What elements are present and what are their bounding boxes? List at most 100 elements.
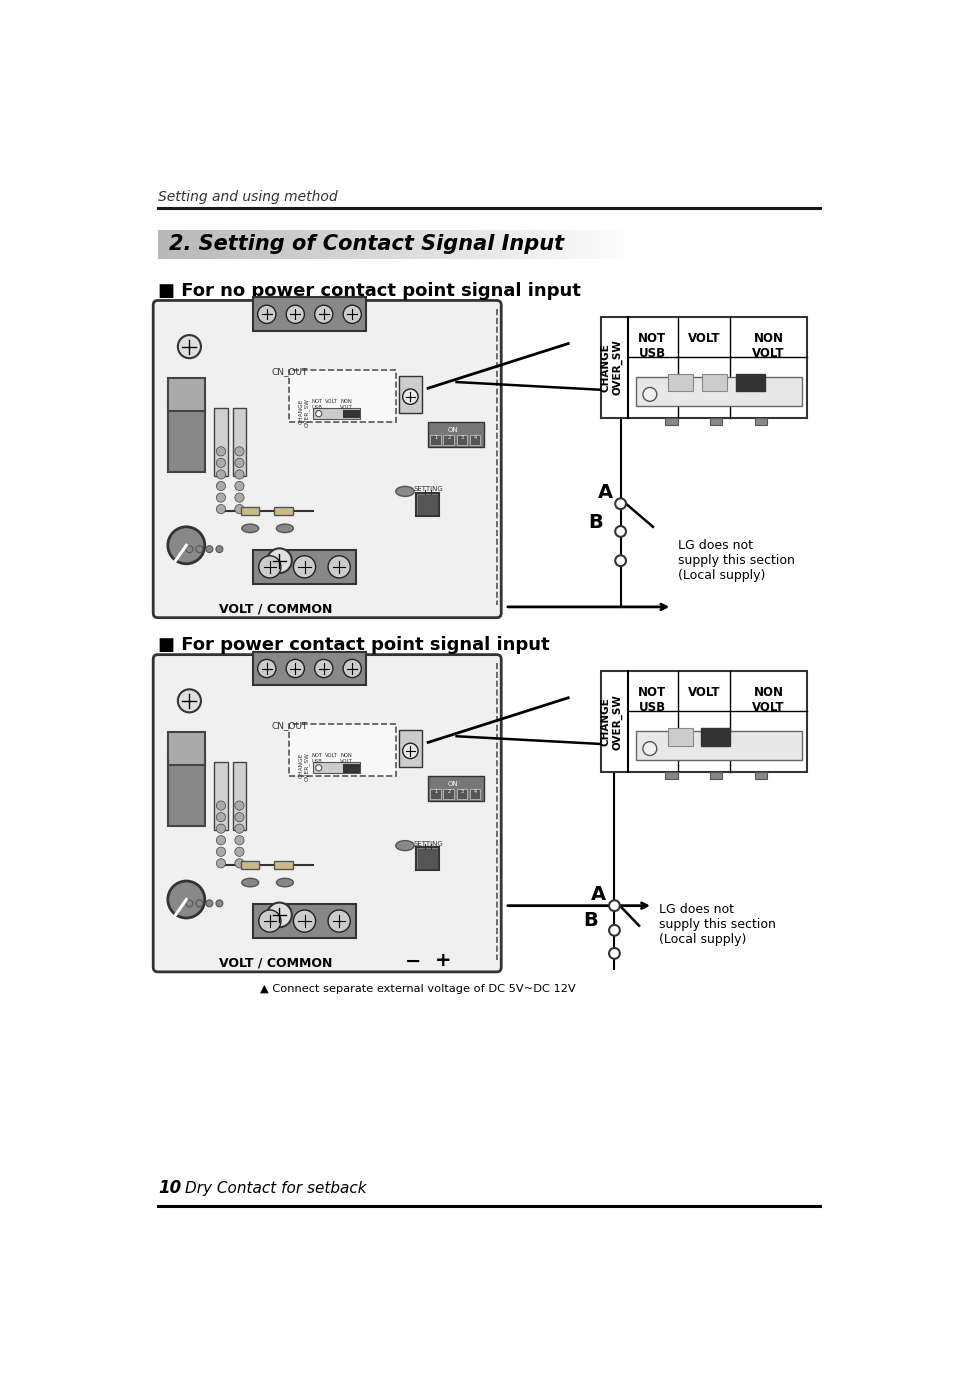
Bar — [290, 230, 294, 259]
Bar — [343, 764, 358, 771]
Bar — [241, 861, 259, 868]
Bar — [251, 230, 255, 259]
Text: 10: 10 — [157, 1179, 181, 1197]
Circle shape — [234, 470, 244, 479]
Bar — [212, 230, 216, 259]
Bar — [266, 230, 271, 259]
Bar — [430, 435, 440, 445]
Bar — [239, 230, 244, 259]
Bar — [428, 423, 483, 447]
Text: VOLT / COMMON: VOLT / COMMON — [219, 602, 332, 615]
Text: 2: 2 — [447, 435, 450, 440]
Circle shape — [168, 526, 205, 564]
Circle shape — [186, 546, 193, 553]
Bar — [320, 230, 325, 259]
Bar — [253, 550, 356, 584]
Circle shape — [216, 847, 225, 857]
Bar — [499, 230, 503, 259]
Circle shape — [206, 546, 213, 553]
Circle shape — [642, 742, 656, 756]
Bar — [700, 728, 729, 745]
Text: B: B — [583, 911, 598, 931]
Bar — [343, 410, 358, 417]
Bar — [398, 731, 421, 767]
Text: CHANGE
OVER_SW: CHANGE OVER_SW — [599, 693, 621, 749]
Bar — [469, 435, 480, 445]
Text: ON: ON — [447, 427, 457, 433]
Bar — [668, 374, 692, 391]
Circle shape — [258, 910, 280, 932]
Bar — [258, 230, 263, 259]
Circle shape — [286, 305, 304, 323]
FancyBboxPatch shape — [153, 301, 500, 617]
Circle shape — [234, 801, 244, 811]
Bar — [286, 230, 291, 259]
Bar — [215, 230, 220, 259]
Bar — [395, 230, 399, 259]
Bar — [189, 230, 193, 259]
Text: LG does not
supply this section
(Local supply): LG does not supply this section (Local s… — [677, 539, 794, 582]
Bar — [429, 230, 434, 259]
Circle shape — [402, 743, 417, 759]
Bar — [456, 435, 467, 445]
Bar — [181, 230, 186, 259]
Circle shape — [615, 498, 625, 510]
Circle shape — [315, 410, 321, 417]
Bar — [262, 230, 267, 259]
Circle shape — [234, 858, 244, 868]
Bar — [185, 230, 190, 259]
Text: NOT
USB: NOT USB — [312, 753, 322, 764]
Bar — [495, 230, 499, 259]
Bar — [596, 230, 600, 259]
Bar — [416, 847, 438, 871]
Bar — [569, 230, 574, 259]
Text: 2: 2 — [447, 790, 450, 794]
Bar — [378, 230, 383, 259]
Bar — [449, 230, 454, 259]
Bar — [162, 230, 166, 259]
Text: ■ For power contact point signal input: ■ For power contact point signal input — [157, 636, 549, 654]
Bar — [554, 230, 558, 259]
Bar — [324, 230, 329, 259]
Text: +: + — [435, 952, 452, 970]
Bar — [166, 230, 170, 259]
Circle shape — [314, 305, 333, 323]
Bar — [228, 230, 233, 259]
Bar — [518, 230, 523, 259]
Circle shape — [216, 470, 225, 479]
Text: OVER_SW: OVER_SW — [304, 398, 310, 427]
Bar — [537, 230, 542, 259]
Bar — [177, 230, 182, 259]
Text: NON
VOLT: NON VOLT — [751, 332, 784, 360]
Bar — [289, 370, 395, 423]
Bar — [391, 230, 395, 259]
Bar — [430, 790, 440, 799]
Circle shape — [234, 447, 244, 456]
Bar — [348, 230, 353, 259]
Bar — [157, 230, 162, 259]
Text: LG does not
supply this section
(Local supply): LG does not supply this section (Local s… — [659, 903, 775, 946]
Bar — [507, 230, 512, 259]
Text: −: − — [404, 952, 420, 970]
Bar — [479, 230, 484, 259]
Circle shape — [234, 493, 244, 503]
Text: SETTING: SETTING — [413, 840, 442, 847]
Bar — [243, 230, 248, 259]
Bar — [433, 230, 437, 259]
Bar — [170, 230, 174, 259]
Circle shape — [328, 910, 350, 932]
Circle shape — [608, 925, 619, 935]
Bar — [664, 773, 677, 780]
Bar — [584, 230, 589, 259]
Bar — [736, 374, 764, 391]
Circle shape — [608, 900, 619, 911]
Bar — [254, 230, 259, 259]
Text: CHANGE: CHANGE — [298, 398, 303, 424]
Bar — [313, 409, 360, 419]
Text: NON
VOLT: NON VOLT — [751, 686, 784, 714]
Text: 4: 4 — [473, 435, 476, 440]
Circle shape — [608, 948, 619, 959]
Bar — [526, 230, 531, 259]
Bar — [278, 230, 282, 259]
Text: 2. Setting of Contact Signal Input: 2. Setting of Contact Signal Input — [170, 234, 564, 255]
